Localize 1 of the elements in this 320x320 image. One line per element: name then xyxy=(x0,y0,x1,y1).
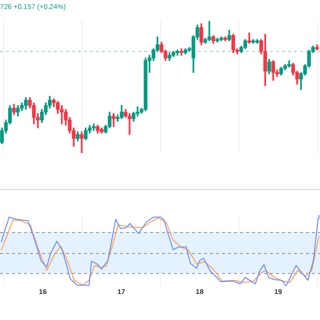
candlestick xyxy=(128,113,132,135)
